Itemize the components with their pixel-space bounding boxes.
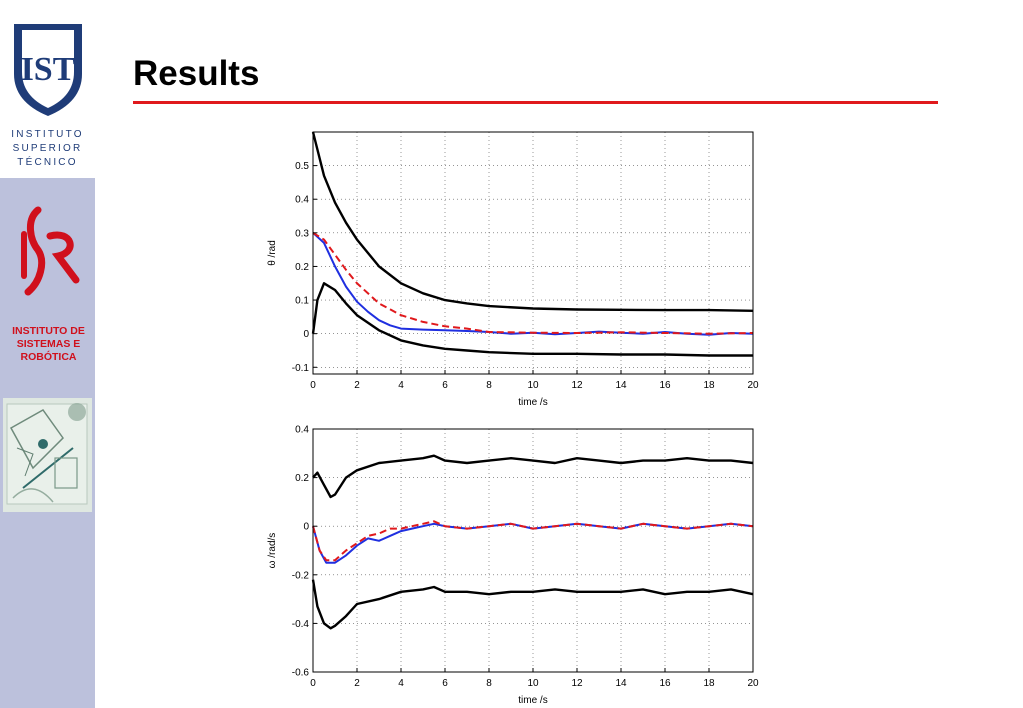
omega-x-tick-label: 6 <box>442 678 448 689</box>
omega-chart: 0 2 4 6 8 10 12 14 16 18 20 -0.6 -0.4 -0.2 0 0.2 0.4 tim… <box>255 418 775 708</box>
sidebar: IST INSTITUTO SUPERIOR TÉCNICO INSTITUTO… <box>0 0 95 708</box>
theta-y-tick-label: 0.4 <box>295 195 309 206</box>
theta-x-tick-label: 8 <box>486 380 492 391</box>
omega-y-tick-label: -0.6 <box>292 668 310 679</box>
theta-y-tick-label: 0 <box>303 329 309 340</box>
theta-x-axis-label: time /s <box>518 397 547 408</box>
theta-x-tick-label: 16 <box>659 380 671 391</box>
slide-title: Results <box>133 54 260 93</box>
theta-y-tick-label: 0.2 <box>295 262 309 273</box>
omega-x-tick-label: 14 <box>615 678 627 689</box>
ist-line-2: SUPERIOR <box>12 143 83 154</box>
omega-y-tick-label: -0.4 <box>292 619 310 630</box>
theta-y-tick-label: -0.1 <box>292 363 310 374</box>
theta-y-tick-label: 0.3 <box>295 228 309 239</box>
theta-x-tick-label: 4 <box>398 380 404 391</box>
omega-x-tick-label: 10 <box>527 678 539 689</box>
theta-x-tick-label: 6 <box>442 380 448 391</box>
theta-x-tick-label: 10 <box>527 380 539 391</box>
theta-series-4-line <box>312 231 754 335</box>
omega-y-tick-label: 0.2 <box>295 473 309 484</box>
omega-x-tick-label: 4 <box>398 678 404 689</box>
isr-mark-icon <box>21 206 80 296</box>
ist-line-3: TÉCNICO <box>17 157 78 168</box>
theta-y-tick-label: 0.5 <box>295 161 309 172</box>
ist-logo: IST INSTITUTO SUPERIOR TÉCNICO <box>0 0 95 178</box>
omega-chart-svg: 0 2 4 6 8 10 12 14 16 18 20 -0.6 -0.4 -0.2 0 0.2 0.4 tim… <box>267 425 759 707</box>
omega-y-tick-label: 0 <box>303 522 309 533</box>
theta-x-tick-label: 2 <box>354 380 360 391</box>
theta-x-tick-label: 12 <box>571 380 583 391</box>
theta-chart: 0 2 4 6 8 10 12 14 16 18 20 -0.1 0 0.1 0.2 0.3 0.4 0.5 ti… <box>255 120 775 420</box>
omega-x-tick-label: 0 <box>310 678 316 689</box>
decorative-artwork-image <box>3 398 92 512</box>
isr-name: INSTITUTO DE SISTEMAS E ROBÓTICA <box>12 325 85 363</box>
theta-x-tick-label: 14 <box>615 380 627 391</box>
omega-series-2-line <box>311 579 754 630</box>
omega-y-tick-label: 0.4 <box>295 425 309 436</box>
theta-x-tick-label: 20 <box>747 380 759 391</box>
ist-line-1: INSTITUTO <box>11 129 84 140</box>
ist-shield-icon: IST <box>14 24 82 116</box>
theta-y-axis-label: θ /rad <box>267 240 278 266</box>
omega-y-axis-label: ω /rad/s <box>267 533 278 569</box>
ist-shield-text: IST <box>21 51 76 88</box>
omega-x-axis-label: time /s <box>518 695 547 706</box>
theta-series-1-line <box>311 131 754 312</box>
theta-x-tick-label: 18 <box>703 380 715 391</box>
theta-chart-svg: 0 2 4 6 8 10 12 14 16 18 20-0.100.10.20.30.40.5 ti… <box>267 131 759 408</box>
theta-x-tick-label: 0 <box>310 380 316 391</box>
theta-y-tick-label: 0.1 <box>295 296 309 307</box>
omega-series-4-line <box>312 520 754 562</box>
omega-x-tick-label: 12 <box>571 678 583 689</box>
omega-x-tick-label: 20 <box>747 678 759 689</box>
omega-series-1-line <box>312 454 754 499</box>
omega-x-tick-label: 18 <box>703 678 715 689</box>
title-rule <box>133 101 938 104</box>
omega-x-tick-label: 2 <box>354 678 360 689</box>
omega-x-tick-label: 8 <box>486 678 492 689</box>
theta-series-2-line <box>311 282 753 357</box>
omega-y-tick-label: -0.2 <box>292 570 310 581</box>
omega-x-tick-label: 16 <box>659 678 671 689</box>
isr-logo: INSTITUTO DE SISTEMAS E ROBÓTICA <box>0 192 95 372</box>
